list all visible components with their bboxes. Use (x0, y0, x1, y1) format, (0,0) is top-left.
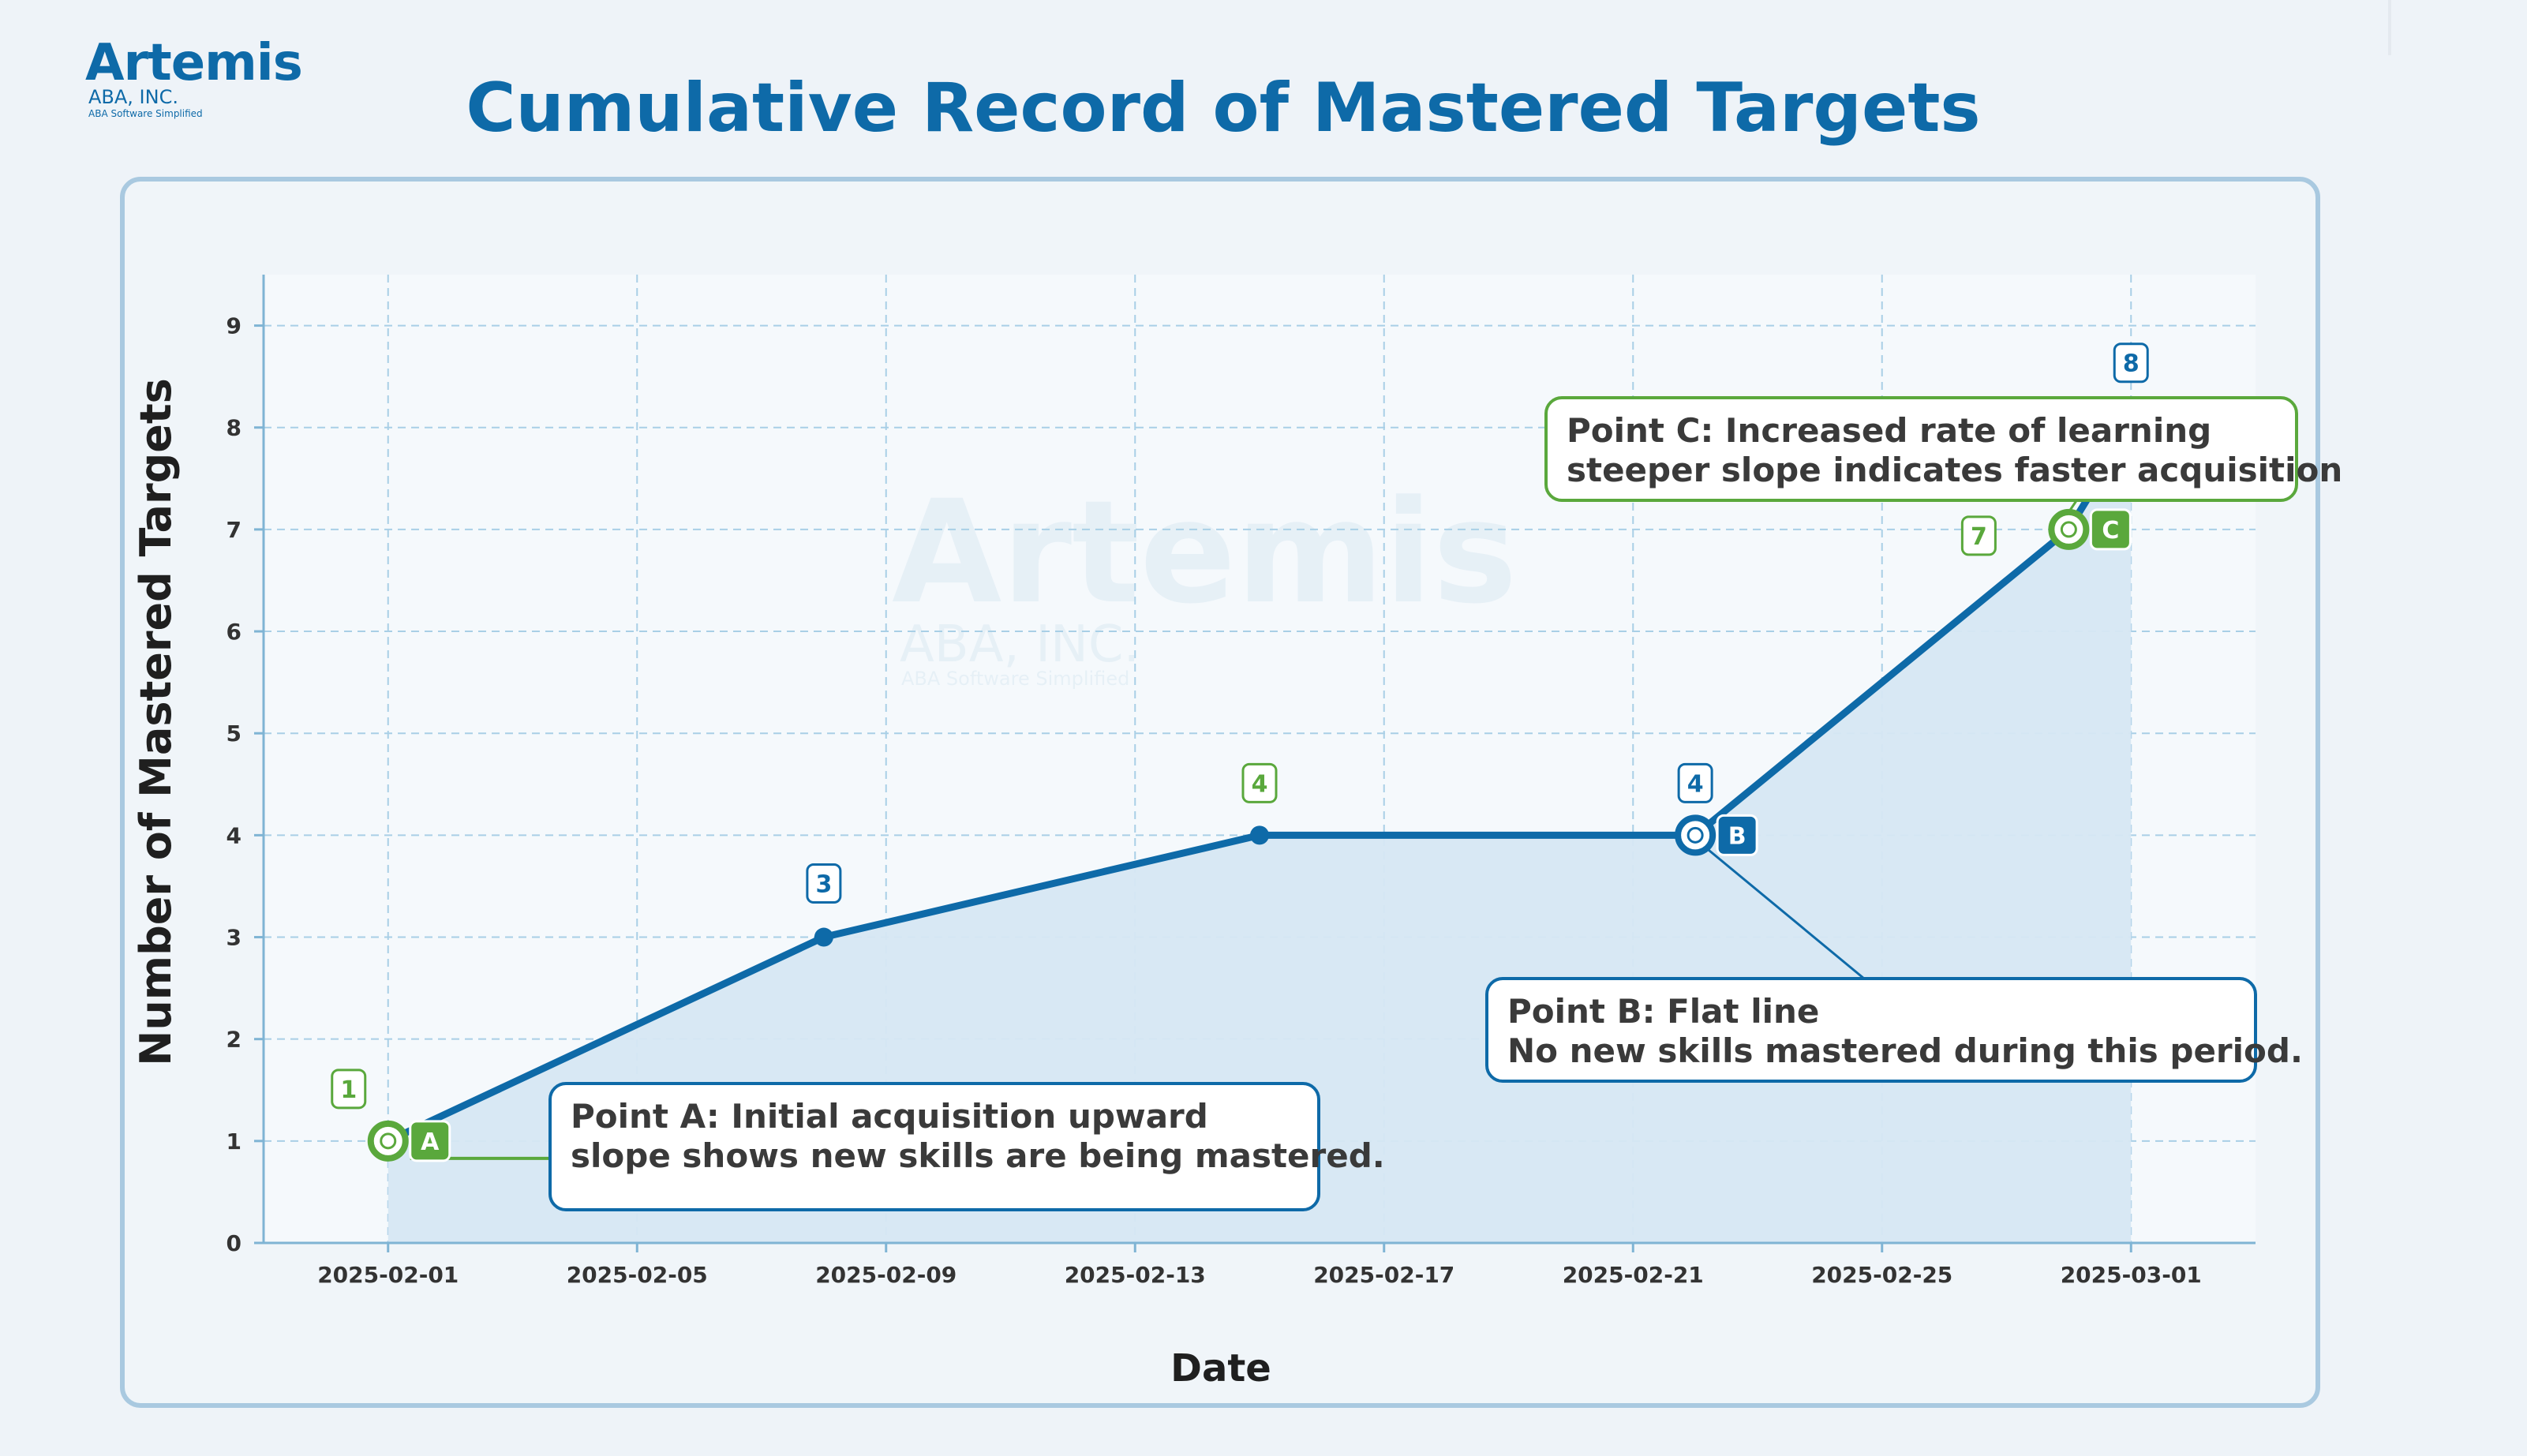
marker-letter: B (1728, 822, 1746, 850)
annotation-box-a (548, 1082, 1320, 1211)
annotation-text-c: Point C: Increased rate of learning (1567, 411, 2211, 450)
y-tick-label: 3 (226, 925, 241, 951)
marker-badge (1716, 814, 1758, 856)
y-tick-label: 8 (226, 415, 241, 441)
x-axis-label: Date (1170, 1346, 1271, 1390)
annotation-text-a: slope shows new skills are being mastere… (571, 1136, 1385, 1175)
marker-badge (409, 1120, 451, 1162)
page-title: Cumulative Record of Mastered Targets (466, 69, 1981, 148)
value-label-box (1677, 762, 1713, 803)
annotations: Point A: Initial acquisition upwardslope… (548, 396, 2342, 1211)
marker-letter: C (2102, 517, 2119, 545)
x-tick-label: 2025-02-09 (815, 1262, 957, 1288)
annotation-box-c (1544, 396, 2298, 502)
data-point (814, 927, 833, 947)
y-tick-label: 1 (226, 1128, 241, 1155)
window-scrollbar[interactable] (2388, 0, 2391, 55)
y-axis-label: Number of Mastered Targets (131, 378, 181, 1066)
x-tick-label: 2025-02-21 (1563, 1262, 1704, 1288)
watermark-wordmark: Artemis (892, 470, 1518, 635)
x-tick-labels: 2025-02-01 2025-02-05 2025-02-09 2025-02-13… (317, 1262, 2202, 1288)
value-label: 1 (340, 1076, 357, 1104)
value-label: 7 (1971, 523, 1987, 551)
value-label: 4 (1252, 770, 1268, 798)
value-label: 3 (815, 871, 832, 899)
logo-tagline: ABA Software Simplified (88, 108, 203, 119)
data-point (1250, 825, 1269, 845)
leader-line-b (1707, 848, 1865, 980)
value-label-box (1960, 515, 1997, 556)
x-tick-label: 2025-02-05 (567, 1262, 708, 1288)
value-label: 4 (1687, 770, 1704, 798)
x-tick-label: 2025-02-17 (1313, 1262, 1454, 1288)
value-labels: 1 3 4 4 7 8 (331, 342, 2149, 1110)
annotation-text-b: Point B: Flat line (1507, 992, 1819, 1031)
watermark-logo: Artemis ABA, INC. ABA Software Simplifie… (892, 470, 1518, 690)
x-tick-label: 2025-02-01 (317, 1262, 459, 1288)
x-tick-label: 2025-03-01 (2061, 1262, 2202, 1288)
y-tick-label: 5 (226, 721, 241, 747)
watermark-tagline: ABA Software Simplified (901, 668, 1129, 690)
value-label: 8 (2123, 350, 2140, 378)
company-logo: Artemis ABA, INC. ABA Software Simplifie… (85, 30, 322, 125)
y-tick-label: 7 (226, 517, 241, 543)
y-tick-label: 4 (226, 822, 241, 848)
marker-badge (2089, 508, 2132, 551)
y-tick-labels: 0 1 2 3 4 5 6 7 8 9 (226, 313, 241, 1256)
value-label-box (331, 1069, 367, 1110)
y-tick-label: 6 (226, 619, 241, 645)
point-markers: A B C (367, 508, 2132, 1162)
annotation-box-b (1485, 977, 2257, 1083)
x-tick-label: 2025-02-13 (1065, 1262, 1206, 1288)
value-label-box (1241, 762, 1278, 803)
y-tick-label: 0 (226, 1230, 241, 1256)
axes (254, 275, 2256, 1252)
annotation-text-c: steeper slope indicates faster acquisiti… (1567, 451, 2342, 489)
marker-letter: A (421, 1128, 440, 1156)
logo-wordmark: Artemis (85, 34, 303, 92)
marker-center (1687, 826, 1704, 844)
y-tick-label: 9 (226, 313, 241, 339)
marker-center (2060, 521, 2077, 538)
x-tick-label: 2025-02-25 (1811, 1262, 1952, 1288)
value-label-box (806, 863, 842, 904)
marker-center (380, 1132, 397, 1150)
annotation-text-a: Point A: Initial acquisition upward (571, 1097, 1208, 1136)
logo-subtitle: ABA, INC. (88, 86, 178, 108)
annotation-text-b: No new skills mastered during this perio… (1507, 1031, 2303, 1070)
y-tick-label: 2 (226, 1027, 241, 1053)
watermark-subtitle: ABA, INC. (900, 616, 1140, 674)
value-label-box (2113, 342, 2149, 384)
